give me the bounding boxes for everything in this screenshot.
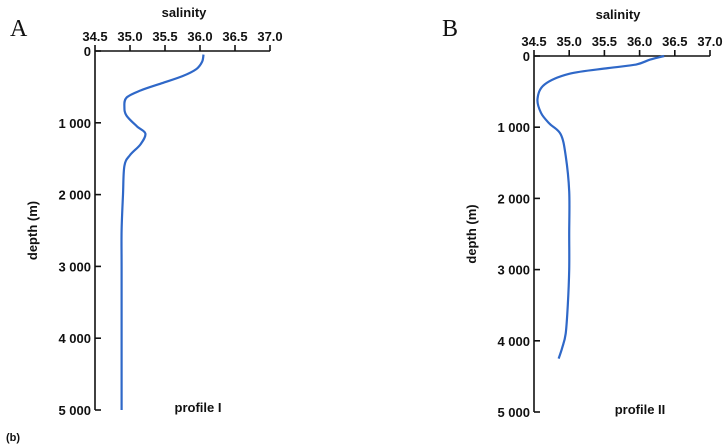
y-tick-label: 1 000	[58, 116, 91, 131]
x-tick-label: 35.0	[117, 29, 142, 44]
x-tick-label: 35.0	[557, 34, 582, 49]
x-tick-label: 37.0	[257, 29, 282, 44]
x-axis-title: salinity	[162, 5, 208, 20]
profile-2-chart: B 34.5 35.0 35.5 36.0 36.5 37.0 0 1 000 2 000 3 00…	[442, 7, 723, 420]
y-tick-label: 4 000	[58, 331, 91, 346]
x-tick-label: 36.0	[627, 34, 652, 49]
x-tick-label: 34.5	[82, 29, 107, 44]
salinity-profile-line	[536, 54, 665, 359]
y-tick-label: 2 000	[58, 188, 91, 203]
y-axis-title: depth (m)	[25, 201, 40, 260]
x-tick-label: 36.0	[187, 29, 212, 44]
profile-annotation: profile I	[175, 400, 222, 415]
profile-annotation: profile II	[615, 402, 666, 417]
x-tick-label: 34.5	[521, 34, 546, 49]
y-tick-label: 2 000	[497, 191, 530, 206]
y-tick-label: 0	[84, 44, 91, 59]
panel-label: A	[10, 16, 28, 42]
figure-note: (b)	[6, 432, 20, 444]
x-tick-label: 36.5	[662, 34, 687, 49]
y-tick-label: 0	[523, 49, 530, 64]
y-tick-label: 5 000	[497, 405, 530, 420]
x-tick-label: 36.5	[222, 29, 247, 44]
y-tick-label: 1 000	[497, 120, 530, 135]
profile-1-chart: A 34.5 35.0 35.5 36.0 36.5 37.0 0 1 000 2 000 3 00…	[10, 5, 283, 418]
x-tick-label: 37.0	[697, 34, 722, 49]
panel-label: B	[442, 16, 458, 42]
y-tick-label: 5 000	[58, 403, 91, 418]
x-axis-title: salinity	[596, 7, 642, 22]
salinity-profile-line	[120, 54, 205, 410]
y-axis-title: depth (m)	[464, 204, 479, 263]
x-tick-label: 35.5	[152, 29, 177, 44]
y-tick-label: 3 000	[497, 263, 530, 278]
y-tick-label: 3 000	[58, 259, 91, 274]
y-tick-label: 4 000	[497, 334, 530, 349]
x-tick-label: 35.5	[592, 34, 617, 49]
